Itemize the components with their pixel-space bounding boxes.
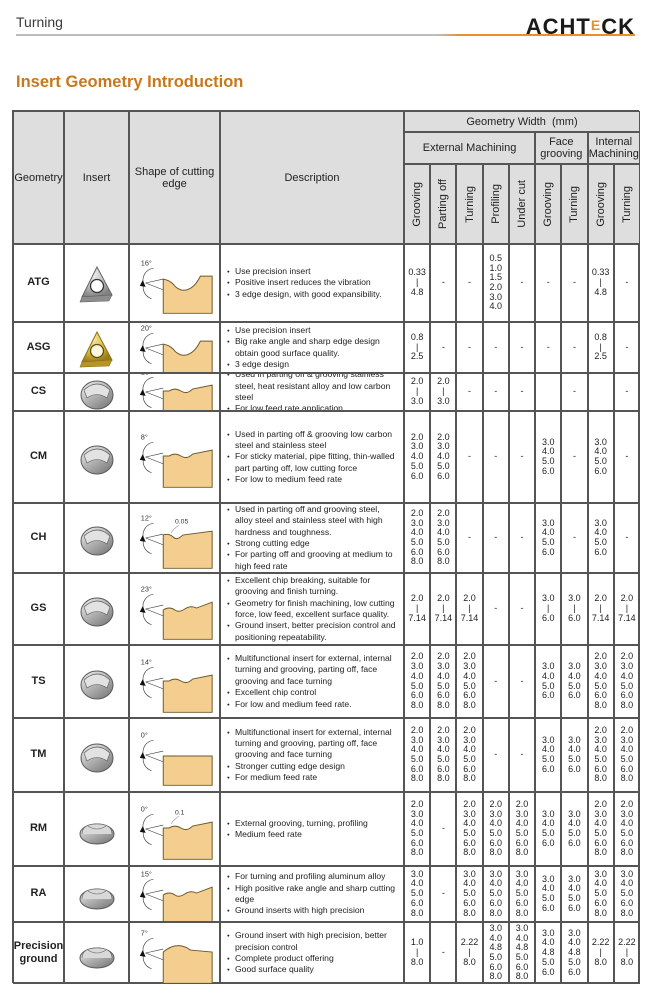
svg-text:0°: 0° — [141, 730, 148, 739]
svg-text:16°: 16° — [141, 258, 152, 267]
svg-text:20°: 20° — [141, 323, 152, 332]
svg-text:12°: 12° — [141, 513, 152, 522]
svg-text:15°: 15° — [141, 869, 152, 878]
svg-text:0.05: 0.05 — [175, 518, 188, 525]
svg-text:0°: 0° — [141, 804, 148, 813]
svg-text:14°: 14° — [141, 657, 152, 666]
svg-text:0.1: 0.1 — [175, 809, 185, 816]
svg-text:7°: 7° — [141, 928, 148, 937]
svg-text:8°: 8° — [141, 432, 148, 441]
svg-text:10°: 10° — [141, 373, 152, 376]
svg-text:23°: 23° — [141, 584, 152, 593]
